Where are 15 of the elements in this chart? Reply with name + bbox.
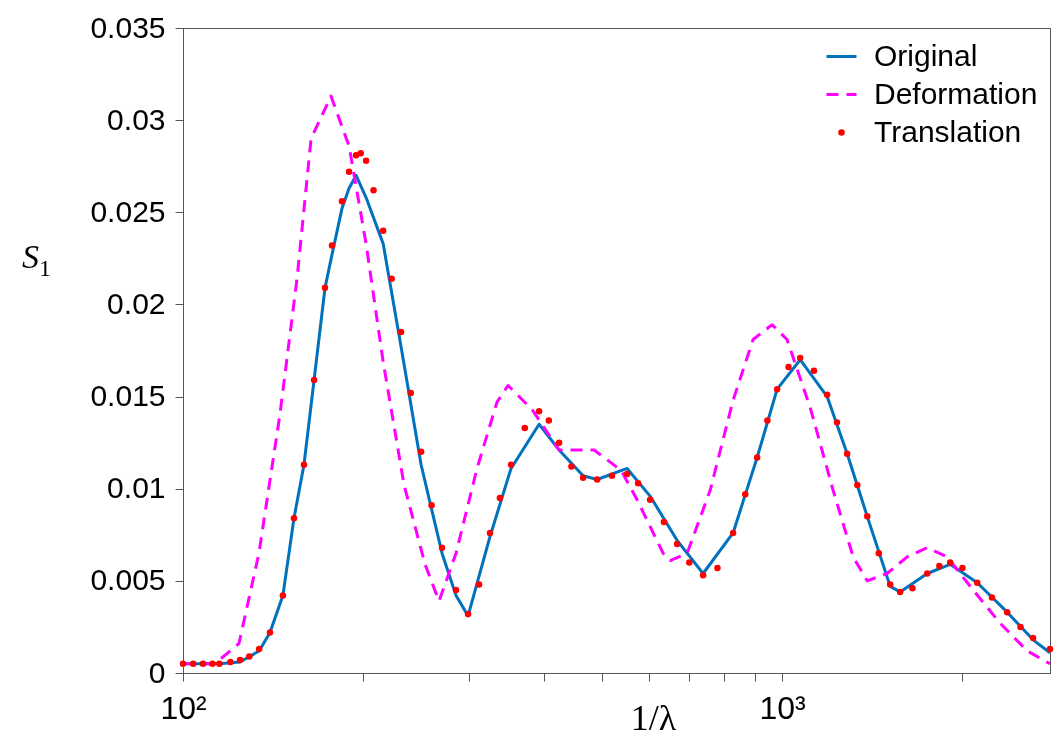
- y-tick-label: 0.025: [90, 194, 166, 228]
- y-tick-label: 0.015: [90, 379, 166, 413]
- x-tick-label: 10²: [160, 689, 207, 726]
- legend-label: Deformation: [874, 76, 1038, 110]
- y-tick-label: 0.02: [107, 286, 166, 320]
- y-tick-label: 0.03: [107, 102, 166, 136]
- x-axis-title: 1/λ: [630, 697, 677, 737]
- y-axis-title: S$_{1}$: [22, 238, 51, 282]
- y-tick-label: 0.005: [90, 563, 166, 597]
- y-tick-label: 0: [148, 655, 166, 689]
- y-tick-label: 0.01: [107, 471, 166, 505]
- legend-label: Translation: [874, 114, 1022, 148]
- x-tick-label: 10³: [759, 689, 807, 726]
- legend-label: Original: [874, 38, 978, 72]
- y-tick-label: 0.035: [90, 10, 166, 44]
